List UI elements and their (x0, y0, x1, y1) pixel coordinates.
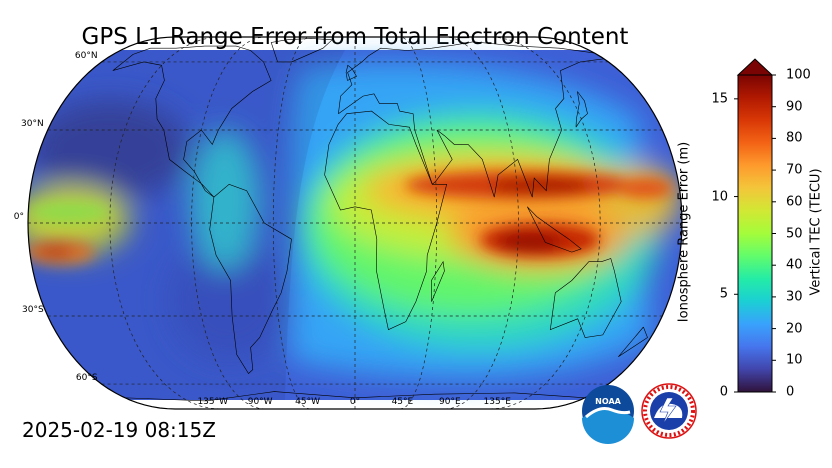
colorbar-right-axis-label: Vertical TEC (TECU) (808, 168, 824, 296)
coastline (270, 38, 333, 63)
lat-label: 60°S (75, 373, 98, 384)
colorbar-left-tick-label: 5 (719, 286, 728, 302)
colorbar-right-tick-label: 70 (786, 162, 803, 178)
colorbar-left-tick-label: 10 (711, 189, 728, 205)
meridian-line (444, 37, 519, 409)
meridian-line (191, 37, 266, 409)
noaa-logo: NOAA (582, 385, 634, 444)
tec-field (28, 37, 682, 409)
lon-label: 90°E (439, 397, 461, 407)
globe-outline (27, 36, 683, 410)
svg-text:NOAA: NOAA (595, 397, 621, 406)
colorbar (734, 58, 776, 393)
colorbar-right-tick-label: 0 (786, 384, 795, 400)
meridian-line (399, 37, 438, 409)
coastline (112, 45, 272, 198)
lat-label: 60°N (74, 50, 98, 61)
nws-logo (641, 383, 697, 439)
meridian-line (109, 37, 221, 409)
colorbar-right-tick-label: 90 (786, 99, 803, 115)
lat-label: 30°S (22, 305, 44, 315)
lon-label: 45°E (391, 397, 414, 407)
lon-label: 90°W (247, 397, 273, 407)
colorbar-right-tick-label: 20 (786, 321, 803, 337)
colorbar-extend-arrow (736, 58, 774, 76)
lon-label: 135°E (483, 397, 511, 407)
meridian-line (489, 37, 601, 409)
colorbar-left-tick-label: 15 (711, 91, 728, 107)
colorbar-left-tick-label: 0 (719, 384, 728, 400)
coastline (527, 206, 582, 253)
coastline (431, 260, 445, 302)
colorbar-right-tick-label: 50 (786, 226, 803, 241)
lon-label: 45°W (295, 397, 321, 407)
coastline (124, 391, 586, 402)
lat-label: 30°N (21, 119, 44, 129)
coastline (209, 183, 292, 374)
colorbar-gradient (737, 74, 773, 393)
coastlines (112, 38, 648, 402)
coastline (575, 91, 588, 128)
colorbar-right-tick-label: 60 (786, 194, 803, 210)
timestamp: 2025-02-19 08:15Z (22, 418, 216, 442)
colorbar-right-tick-label: 40 (786, 257, 803, 273)
colorbar-right-tick-label: 80 (786, 130, 803, 146)
coastline (549, 258, 622, 338)
gridlines (28, 37, 682, 409)
coastline (324, 110, 448, 331)
colorbar-right-tick-label: 100 (786, 67, 811, 83)
meridian-line (272, 37, 311, 409)
colorbar-left-axis-label: Ionosphere Range Error (m) (676, 141, 692, 323)
lon-label: 135°W (197, 397, 229, 407)
colorbar-right-tick-label: 10 (786, 352, 803, 368)
coastline (618, 326, 648, 358)
colorbar-right-tick-label: 30 (786, 289, 803, 305)
lon-label: 0° (349, 397, 361, 407)
lat-label: 0° (13, 212, 24, 222)
